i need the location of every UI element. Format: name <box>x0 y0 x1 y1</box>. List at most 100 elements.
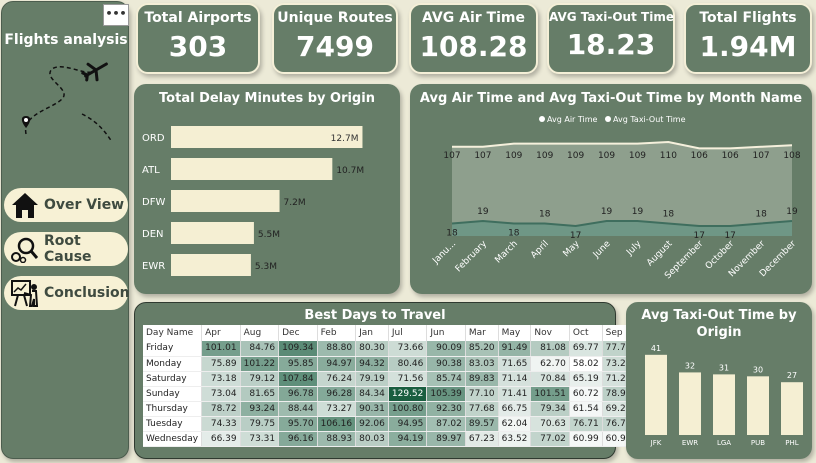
taxi-bar[interactable] <box>781 382 803 435</box>
table-column-header[interactable]: Jun <box>426 325 466 341</box>
delay-bar[interactable] <box>171 126 363 148</box>
table-value-cell: 70.84 <box>530 371 570 387</box>
kpi-label: AVG Air Time <box>422 10 525 26</box>
table-value-cell: 90.09 <box>426 341 466 357</box>
table-value-cell: 80.03 <box>355 431 389 447</box>
table-value-cell: 90.31 <box>355 401 389 417</box>
delay-bar[interactable] <box>171 222 254 244</box>
table-row: Thursday 78.72 93.24 88.44 73.27 90.31 100.80 9… <box>143 401 636 417</box>
table-value-cell: 89.57 <box>465 416 499 432</box>
table-value-cell: 65.19 <box>569 371 603 387</box>
more-options-icon[interactable]: ••• <box>103 4 129 26</box>
taxi-out-data-label: 19 <box>632 207 644 217</box>
taxi-chart-title: Avg Taxi-Out Time by Origin <box>641 308 797 340</box>
table-column-header[interactable]: Mar <box>465 325 499 341</box>
taxi-value-label: 27 <box>787 371 797 380</box>
air-time-data-label: 109 <box>536 151 553 161</box>
taxi-bar[interactable] <box>713 374 735 435</box>
table-value-cell: 96.28 <box>317 386 357 402</box>
delay-value-label: 10.7M <box>336 166 364 176</box>
taxi-category-label: PUB <box>751 439 765 447</box>
kpi-value: 303 <box>168 30 228 63</box>
taxi-out-area <box>452 221 792 236</box>
table-column-header[interactable]: Jan <box>355 325 389 341</box>
presentation-icon <box>11 280 39 307</box>
delay-bar[interactable] <box>171 254 251 276</box>
nav-conclusion-button[interactable]: Conclusion <box>4 276 130 310</box>
nav-root-cause-label: Root Cause <box>44 233 92 265</box>
table-value-cell: 89.83 <box>465 371 499 387</box>
air-time-data-label: 106 <box>691 151 708 161</box>
table-column-header[interactable]: Apr <box>201 325 241 341</box>
table-value-cell: 109.34 <box>278 341 318 357</box>
kpi-value: 108.28 <box>419 30 528 63</box>
home-icon <box>12 193 38 218</box>
month-axis-label: Janu... <box>430 239 458 267</box>
delay-bar[interactable] <box>171 158 333 180</box>
taxi-out-data-label: 18 <box>663 210 675 220</box>
month-chart-panel: Avg Air Time and Avg Taxi-Out Time by Mo… <box>410 84 812 294</box>
table-value-cell: 129.52 <box>388 386 428 402</box>
magnifier-gears-icon <box>11 237 39 263</box>
table-column-header[interactable]: Oct <box>569 325 603 341</box>
table-value-cell: 77.10 <box>465 386 499 402</box>
table-value-cell: 76.71 <box>569 416 603 432</box>
taxi-out-line[interactable] <box>451 219 793 228</box>
air-time-line[interactable] <box>452 140 793 150</box>
table-value-cell: 107.84 <box>278 371 318 387</box>
kpi-total-flights: Total Flights 1.94M <box>684 3 812 74</box>
taxi-bar[interactable] <box>645 354 667 435</box>
table-column-header[interactable]: Aug <box>240 325 280 341</box>
taxi-value-label: 32 <box>685 361 695 370</box>
taxi-out-data-label: 18 <box>539 210 551 220</box>
taxi-value-label: 41 <box>651 344 661 353</box>
table-value-cell: 73.27 <box>317 401 357 417</box>
taxi-out-data-label: 19 <box>477 207 489 217</box>
table-value-cell: 76.24 <box>317 371 357 387</box>
table-column-header[interactable]: Jul <box>388 325 428 341</box>
table-value-cell: 78.72 <box>201 401 241 417</box>
nav-conclusion-label: Conclusion <box>44 285 130 301</box>
kpi-unique-routes: Unique Routes 7499 <box>272 3 398 74</box>
table-row: Tuesday 74.33 79.75 95.70 106.16 92.06 94.95 87… <box>143 416 636 432</box>
table-value-cell: 83.03 <box>465 356 499 372</box>
kpi-avg-air-time: AVG Air Time 108.28 <box>409 3 538 74</box>
air-time-data-label: 109 <box>567 151 584 161</box>
month-chart-title: Avg Air Time and Avg Taxi-Out Time by Mo… <box>419 91 803 106</box>
table-column-header[interactable]: Day Name <box>143 325 203 341</box>
delay-bar[interactable] <box>171 190 280 212</box>
table-value-cell: 79.34 <box>530 401 570 417</box>
table-value-cell: 95.70 <box>278 416 318 432</box>
table-column-header[interactable]: May <box>498 325 532 341</box>
table-value-cell: 101.01 <box>201 341 241 357</box>
table-value-cell: 96.16 <box>278 431 318 447</box>
taxi-category-label: LGA <box>717 439 731 447</box>
nav-over-view-button[interactable]: Over View <box>4 188 128 222</box>
nav-root-cause-button[interactable]: Root Cause <box>4 232 128 266</box>
air-time-data-label: 107 <box>752 151 769 161</box>
table-row: Monday 75.89 101.22 95.85 94.97 94.32 80.46 90.… <box>143 356 636 372</box>
taxi-bar[interactable] <box>747 376 769 435</box>
table-row: Wednesday 66.39 73.31 96.16 88.93 80.03 94.19 8… <box>143 431 636 447</box>
table-value-cell: 84.76 <box>240 341 280 357</box>
table-value-cell: 77.68 <box>465 401 499 417</box>
table-value-cell: 100.80 <box>388 401 428 417</box>
legend-label[interactable]: Avg Taxi-Out Time <box>613 115 686 124</box>
table-value-cell: 70.63 <box>530 416 570 432</box>
taxi-bar[interactable] <box>679 372 701 435</box>
taxi-out-data-label: 17 <box>724 231 735 241</box>
delay-value-label: 5.5M <box>258 230 280 240</box>
table-value-cell: 73.66 <box>388 341 428 357</box>
taxi-out-data-label: 18 <box>508 229 520 239</box>
table-value-cell: 74.33 <box>201 416 241 432</box>
table-value-cell: 94.32 <box>355 356 389 372</box>
delay-category-label: DEN <box>142 229 164 240</box>
air-time-data-label: 108 <box>783 151 800 161</box>
legend-label[interactable]: Avg Air Time <box>547 115 598 124</box>
table-value-cell: 79.12 <box>240 371 280 387</box>
delay-category-label: EWR <box>142 261 165 272</box>
table-column-header[interactable]: Dec <box>278 325 318 341</box>
taxi-chart: 41 JFK 32 EWR 31 LGA 30 PUB 27 PHL <box>645 344 803 447</box>
table-column-header[interactable]: Feb <box>317 325 357 341</box>
table-column-header[interactable]: Nov <box>530 325 570 341</box>
